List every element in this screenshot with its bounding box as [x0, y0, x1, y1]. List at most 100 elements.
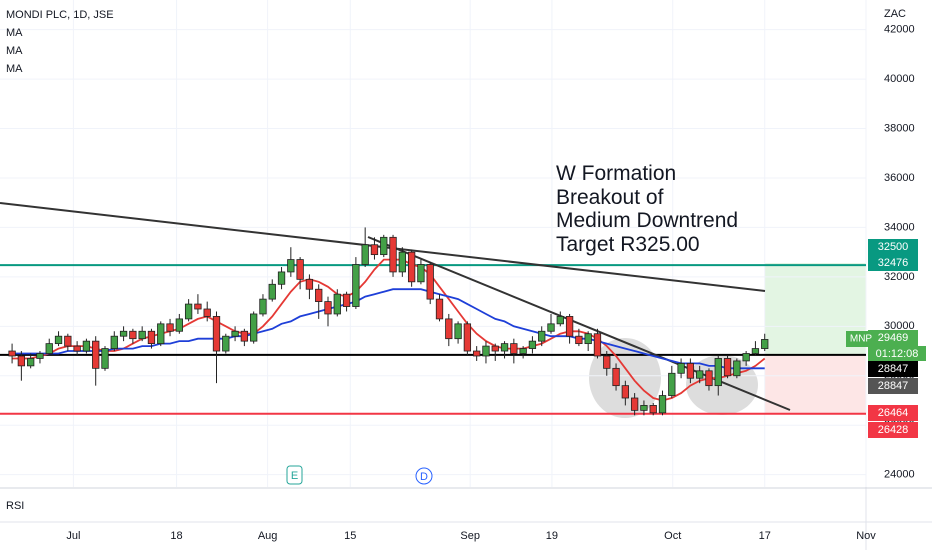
candle-body	[110, 335, 118, 349]
candle-body	[212, 316, 221, 352]
front-layer	[8, 227, 769, 416]
candle-body	[761, 339, 769, 349]
candle-body	[101, 348, 109, 369]
candle-body	[231, 330, 239, 337]
candle-body	[751, 348, 760, 354]
countdown-box	[868, 346, 926, 361]
candle-body	[677, 362, 685, 374]
annotation: W Formation	[556, 162, 676, 185]
candle-body	[575, 335, 583, 345]
symbol: MNP	[850, 334, 873, 345]
candle-body	[203, 308, 211, 317]
x-tick-label: 15	[344, 530, 356, 542]
moving-average	[12, 288, 765, 370]
candle-body	[166, 323, 174, 332]
candle-body	[175, 318, 183, 332]
candle-body	[463, 323, 472, 352]
candle-body	[240, 330, 249, 342]
currency: ZAC	[884, 8, 906, 20]
candle-body	[45, 343, 53, 354]
x-tick-label: 19	[546, 530, 558, 542]
y-tick-label: 40000	[884, 73, 915, 85]
candle-body	[556, 316, 564, 325]
candle-body	[705, 370, 713, 387]
candle-body	[723, 358, 732, 377]
candle-body	[268, 283, 276, 300]
candle-body	[287, 259, 295, 273]
candle-body	[417, 264, 425, 283]
candle-body	[482, 345, 490, 357]
price-label-box	[868, 239, 918, 255]
candle-body	[407, 251, 416, 283]
candle-body	[603, 355, 611, 369]
x-tick-label: Oct	[664, 530, 681, 542]
y-tick-label: 34000	[884, 221, 915, 233]
candle-body	[27, 358, 35, 367]
event-marker[interactable]	[415, 467, 433, 485]
candle-body	[696, 370, 704, 379]
chart-title: MONDI PLC, 1D, JSE	[6, 9, 114, 21]
price-label: 28847	[878, 363, 909, 375]
candle-body	[593, 333, 602, 357]
price-label-box	[868, 378, 918, 394]
candle-body	[36, 353, 44, 359]
candle-body	[157, 323, 165, 345]
annotation: Breakout of	[556, 186, 664, 209]
price-label-box	[868, 405, 918, 421]
price-label: 29469	[878, 332, 909, 344]
event-marker[interactable]	[286, 465, 303, 485]
candle-body	[742, 353, 750, 362]
candle-body	[8, 350, 16, 357]
candle-body	[119, 330, 128, 337]
event-label[interactable]: D	[420, 471, 428, 483]
candle-body	[305, 278, 314, 290]
candle-body	[92, 340, 100, 369]
candle-body	[222, 335, 230, 352]
candle-body	[184, 303, 193, 320]
candle-body	[398, 251, 406, 273]
candle-body	[259, 298, 267, 315]
legend-item: MA	[6, 27, 23, 39]
candle-body	[426, 264, 434, 300]
annotation: Medium Downtrend	[556, 209, 738, 232]
candle-body	[454, 323, 462, 340]
candle-body	[129, 330, 137, 340]
x-tick-label: Nov	[856, 530, 876, 542]
candle-body	[17, 355, 26, 367]
legend-item: MA	[6, 45, 23, 57]
candle-body	[324, 301, 332, 315]
moving-average	[12, 258, 766, 402]
x-tick-label: Aug	[258, 530, 278, 542]
candle-body	[250, 313, 258, 342]
x-tick-label: 17	[759, 530, 771, 542]
event-label[interactable]: E	[291, 470, 298, 482]
candle-body	[733, 360, 741, 377]
back-layer	[0, 0, 867, 487]
price-label-box	[868, 422, 918, 438]
y-tick-label: 32000	[884, 271, 915, 283]
candle-body	[565, 316, 574, 337]
candle-body	[147, 330, 156, 345]
candle-body	[658, 395, 667, 414]
legend-item: MA	[6, 63, 23, 75]
candle-body	[370, 244, 379, 256]
y-tick-label: 42000	[884, 24, 915, 36]
candle-body	[547, 323, 555, 332]
candle-body	[621, 385, 629, 399]
price-label-box	[868, 255, 918, 271]
candle-body	[714, 358, 722, 387]
x-tick-label: Jul	[66, 530, 80, 542]
candle-body	[73, 345, 81, 352]
price-label: 32476	[878, 257, 909, 269]
candle-body	[630, 397, 639, 411]
candle-body	[342, 293, 351, 307]
candle-body	[389, 236, 397, 273]
candle-body	[277, 271, 286, 285]
candle-body	[584, 333, 592, 345]
y-tick-label: 30000	[884, 320, 915, 332]
price-label: 26464	[878, 407, 909, 419]
price-label: 28847	[878, 380, 909, 392]
candle-body	[296, 259, 304, 280]
candle-body	[500, 343, 509, 352]
